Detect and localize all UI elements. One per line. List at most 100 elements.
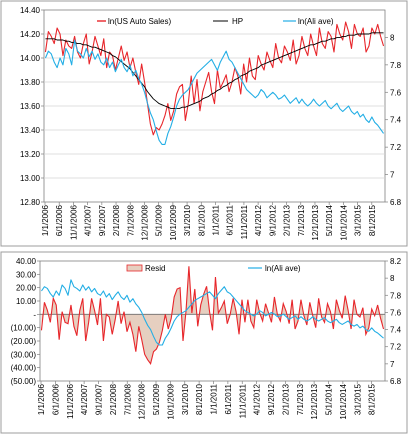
x-axis-tick-label: 6/1/2006: [55, 204, 64, 236]
left-axis-tick-label: (30.00): [11, 350, 37, 359]
series-area-resid: [41, 266, 384, 364]
left-axis-tick-label: 40.00: [16, 257, 37, 266]
x-axis-tick-label: 5/1/2009: [155, 204, 164, 236]
x-axis-tick-label: 12/1/2013: [311, 204, 320, 240]
bottom-plot-area: [39, 260, 386, 382]
x-axis-tick-label: 11/1/2006: [69, 204, 78, 240]
x-axis-tick-label: 4/1/2007: [84, 204, 93, 236]
x-axis-tick-label: 5/1/2014: [325, 383, 334, 415]
left-axis-tick-label: 20.00: [16, 284, 37, 293]
left-axis-tick-label: 14.40: [20, 6, 41, 15]
left-axis-tick-label: 12.80: [20, 198, 41, 207]
x-axis-tick-label: 10/1/2014: [339, 383, 348, 419]
x-axis-tick-label: 7/1/2008: [123, 383, 132, 415]
x-axis-tick-label: 3/1/2015: [354, 204, 363, 236]
x-axis-tick-label: 9/1/2012: [267, 383, 276, 415]
legend-label-auto-sales: ln(US Auto Sales): [108, 17, 171, 26]
legend-label-resid: Resid: [145, 264, 165, 273]
x-axis-tick-label: 7/1/2013: [296, 383, 305, 415]
x-axis-tick-label: 9/1/2007: [98, 204, 107, 236]
right-axis-tick-label: 7.8: [390, 61, 402, 70]
x-axis-tick-label: 12/1/2008: [138, 383, 147, 419]
top-legend: ln(US Auto Sales) HP ln(Ali ave): [97, 17, 334, 26]
x-axis-tick-label: 3/1/2010: [183, 204, 192, 236]
bottom-legend: Resid ln(Ali ave): [126, 264, 301, 273]
x-axis-tick-label: 7/1/2008: [126, 204, 135, 236]
right-axis-tick-label: 7.4: [390, 326, 402, 335]
x-axis-tick-label: 5/1/2009: [152, 383, 161, 415]
left-axis-tick-label: (40.00): [11, 364, 37, 373]
left-axis-tick-label: 10.00: [16, 297, 37, 306]
x-axis-tick-label: 6/1/2011: [224, 383, 233, 414]
top-left-axis-ticks: 12.80 13.00 13.20 13.40 13.60 13.80 14.00 14.20…: [20, 6, 44, 207]
top-series: [44, 21, 385, 145]
x-axis-tick-label: 4/1/2012: [253, 383, 262, 415]
series-line-hp: [45, 32, 384, 109]
bottom-left-axis-ticks: (50.00) (40.00) (30.00) (20.00) (10.00) - 10.0…: [11, 257, 40, 386]
series-line-resid: [40, 266, 385, 365]
x-axis-tick-label: 8/1/2010: [195, 383, 204, 415]
right-axis-tick-label: 7.2: [390, 343, 402, 352]
right-axis-tick-label: 8: [390, 274, 395, 283]
left-axis-tick-label: (10.00): [11, 324, 37, 333]
x-axis-tick-label: 2/1/2008: [112, 204, 121, 236]
x-axis-tick-label: 4/1/2012: [254, 204, 263, 236]
right-axis-tick-label: 8.2: [390, 257, 402, 266]
x-axis-tick-label: 1/1/2011: [212, 204, 221, 235]
x-axis-tick-label: 10/1/2009: [169, 204, 178, 240]
right-axis-tick-label: 6.8: [390, 198, 402, 207]
x-axis-tick-label: 5/1/2014: [325, 204, 334, 236]
top-chart: 12.80 13.00 13.20 13.40 13.60 13.80 14.00 14.20…: [0, 0, 408, 247]
x-axis-tick-label: 6/1/2011: [226, 204, 235, 235]
x-axis-tick-label: 3/1/2010: [181, 383, 190, 415]
x-axis-tick-label: 2/1/2008: [109, 383, 118, 415]
x-axis-tick-label: 11/1/2011: [240, 204, 249, 239]
x-axis-tick-label: 1/1/2006: [37, 383, 46, 415]
x-axis-tick-label: 2/1/2013: [281, 383, 290, 415]
left-axis-tick-label: 13.00: [20, 174, 41, 183]
x-axis-tick-label: 9/1/2012: [268, 204, 277, 236]
x-axis-tick-label: 7/1/2013: [297, 204, 306, 236]
bottom-series: [40, 266, 385, 365]
x-axis-tick-label: 9/1/2007: [95, 383, 104, 415]
x-axis-tick-label: 3/1/2015: [353, 383, 362, 415]
x-axis-tick-label: 4/1/2007: [80, 383, 89, 415]
series-line-ln-ali-ave: [44, 39, 384, 145]
right-axis-tick-label: 7.6: [390, 308, 402, 317]
legend-swatch-resid: [126, 264, 143, 272]
x-axis-tick-label: 8/1/2010: [197, 204, 206, 236]
x-axis-tick-label: 1/1/2011: [210, 383, 219, 414]
right-axis-tick-label: 7.8: [390, 291, 402, 300]
legend-label-ali-ave-bottom: ln(Ali ave): [265, 264, 301, 273]
right-axis-tick-label: 7.4: [390, 116, 402, 125]
left-axis-tick-label: 14.00: [20, 54, 41, 63]
right-axis-tick-label: 6.8: [390, 377, 402, 386]
x-axis-tick-label: 12/1/2013: [310, 383, 319, 419]
bottom-chart-border: [0, 251, 408, 434]
left-axis-tick-label: 30.00: [16, 270, 37, 279]
right-axis-tick-label: 7: [390, 360, 395, 369]
x-axis-tick-label: 8/1/2015: [368, 204, 377, 236]
left-axis-tick-label: 14.20: [20, 30, 41, 39]
top-chart-border: [0, 0, 408, 247]
left-axis-tick-label: 13.80: [20, 78, 41, 87]
left-axis-tick-label: 13.40: [20, 126, 41, 135]
bottom-chart: (50.00) (40.00) (30.00) (20.00) (10.00) - 10.0…: [0, 251, 408, 434]
top-right-axis-ticks: 6.8 7 7.2 7.4 7.6 7.8 8: [385, 33, 402, 207]
x-axis-tick-label: 10/1/2009: [166, 383, 175, 419]
left-axis-tick-label: (50.00): [11, 377, 37, 386]
bottom-x-axis-ticks: 1/1/2006 6/1/2006 11/1/2006 4/1/2007 9/1/200…: [37, 381, 377, 420]
x-axis-tick-label: 1/1/2006: [41, 204, 50, 236]
right-axis-tick-label: 7.2: [390, 143, 402, 152]
series-line-ln-ali-ave: [41, 279, 384, 346]
right-axis-tick-label: 7: [390, 171, 395, 180]
bottom-right-axis-ticks: 6.8 7 7.2 7.4 7.6 7.8 8 8.2: [385, 257, 402, 386]
x-axis-tick-label: 11/1/2006: [66, 383, 75, 419]
left-axis-tick-label: 13.60: [20, 102, 41, 111]
x-axis-tick-label: 10/1/2014: [339, 204, 348, 240]
legend-label-ali-ave: ln(Ali ave): [298, 17, 334, 26]
x-axis-tick-label: 6/1/2006: [51, 383, 60, 415]
x-axis-tick-label: 11/1/2011: [238, 383, 247, 418]
x-axis-tick-label: 12/1/2008: [140, 204, 149, 240]
